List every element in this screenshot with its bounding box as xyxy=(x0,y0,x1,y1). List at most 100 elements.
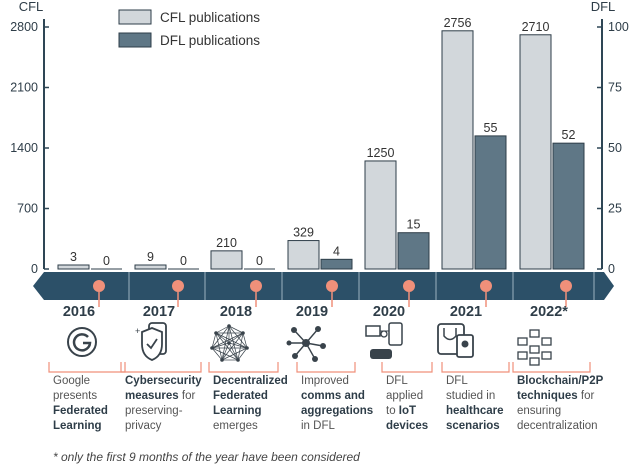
sphere-edge xyxy=(228,332,244,344)
dfl-bar-label-2019: 4 xyxy=(333,244,340,258)
event-caption-1: Cybersecurity measures for preserving-priv… xyxy=(125,374,202,434)
caption-text: DFL xyxy=(386,375,408,387)
caption-emphasis: healthcare xyxy=(446,405,504,417)
healthcare-devices-icon xyxy=(437,323,474,358)
graph-node xyxy=(292,353,298,359)
left-axis-tick-label: 1400 xyxy=(10,141,38,155)
legend-swatch-cfl xyxy=(118,9,152,25)
caption-line: applied xyxy=(386,389,428,404)
iot-devices-icon xyxy=(365,322,403,359)
caption-line: Learning xyxy=(53,419,108,434)
caption-line: techniques for xyxy=(517,389,603,404)
timeline-year-2020: 2020 xyxy=(373,304,405,320)
timeline-marker-2017 xyxy=(172,280,184,292)
timeline-band-left-tip xyxy=(33,272,44,300)
caption-text: emerges xyxy=(213,420,258,432)
cfl-bar-label-2016: 3 xyxy=(70,250,77,264)
cfl-bar-label-2017: 9 xyxy=(147,250,154,264)
sphere-edge xyxy=(215,332,230,344)
timeline-marker-2019 xyxy=(326,280,338,292)
left-axis-tick-label: 700 xyxy=(17,202,38,216)
timeline-marker-2021 xyxy=(480,280,492,292)
caption-text: to xyxy=(386,405,399,417)
caption-line: studied in xyxy=(446,389,504,404)
left-axis-tick-label: 2100 xyxy=(10,81,38,95)
caption-text: Improved xyxy=(301,375,349,387)
sphere-edge xyxy=(211,347,223,361)
timeline-band xyxy=(44,272,604,300)
chain-block xyxy=(517,337,528,346)
caption-line: Improved xyxy=(301,374,373,389)
sphere-edge xyxy=(215,332,223,361)
chain-block xyxy=(529,357,540,366)
sphere-edge xyxy=(221,332,244,361)
event-bracket xyxy=(381,362,433,373)
graph-node xyxy=(320,343,326,349)
timeline-year-2016: 2016 xyxy=(63,304,95,320)
event-bracket xyxy=(208,362,279,373)
timeline-year-2017: 2017 xyxy=(143,304,175,320)
dfl-bar-label-2016: 0 xyxy=(103,254,110,268)
sphere-edge xyxy=(211,347,239,361)
sphere-node xyxy=(214,331,218,335)
left-axis-tick-label: 2800 xyxy=(10,20,38,34)
caption-line: Federated xyxy=(53,404,108,419)
caption-text: DFL xyxy=(446,375,468,387)
left-axis-tick-label: 0 xyxy=(31,262,38,276)
graph-node xyxy=(302,339,310,347)
sphere-node xyxy=(241,331,245,335)
chain-block xyxy=(517,351,528,360)
caption-line: privacy xyxy=(125,419,202,434)
caption-line: devices xyxy=(386,419,428,434)
caption-line: Federated xyxy=(213,389,288,404)
event-caption-5: DFL studied in healthcare scenarios xyxy=(446,374,504,434)
caption-emphasis: IoT xyxy=(398,405,417,417)
sphere-edge xyxy=(211,332,244,349)
right-axis-tick-label: 50 xyxy=(608,141,622,155)
sphere-edge xyxy=(237,347,248,361)
cfl-bar-2021 xyxy=(441,30,474,270)
caption-emphasis: Blockchain/P2P xyxy=(517,375,604,387)
dfl-bar-label-2021: 55 xyxy=(484,121,498,135)
caption-emphasis: measures xyxy=(125,390,179,402)
caption-emphasis: Learning xyxy=(213,405,262,417)
graph-node xyxy=(286,340,292,346)
dfl-bar-label-2017: 0 xyxy=(180,254,187,268)
caption-text: Google xyxy=(53,375,91,387)
dfl-bar-label-2018: 0 xyxy=(256,254,263,268)
caption-line: comms and xyxy=(301,389,373,404)
sphere-node xyxy=(227,324,231,328)
caption-line: Decentralized xyxy=(213,374,288,389)
sphere-edge xyxy=(242,332,248,349)
sphere-node xyxy=(227,341,231,345)
caption-emphasis: Cybersecurity xyxy=(125,375,202,387)
caption-line: DFL xyxy=(386,374,428,389)
cfl-bar-2016 xyxy=(57,264,90,270)
plus-mark: + xyxy=(135,326,140,336)
caption-line: to IoT xyxy=(386,404,428,419)
event-caption-3: Improved comms and aggregations in DFL xyxy=(301,374,373,434)
chain-block xyxy=(541,337,552,346)
caption-line: emerges xyxy=(213,419,288,434)
caption-emphasis: scenarios xyxy=(446,420,500,432)
caption-emphasis: comms and xyxy=(301,390,365,402)
chain-block xyxy=(529,345,540,354)
chain-block xyxy=(541,351,552,360)
caption-text: studied in xyxy=(446,390,496,402)
caption-emphasis: aggregations xyxy=(301,405,374,417)
event-caption-2: Decentralized Federated Learning emerges xyxy=(213,374,288,434)
stethoscope xyxy=(443,328,457,341)
event-caption-4: DFL applied to IoT devices xyxy=(386,374,428,434)
sphere-node xyxy=(210,346,214,350)
caption-text: preserving- xyxy=(125,405,183,417)
caption-text: ensuring xyxy=(517,405,562,417)
event-caption-6: Blockchain/P2P techniques for ensuring dece… xyxy=(517,374,603,434)
legend-label-dfl: DFL publications xyxy=(160,33,260,48)
dfl-bar-2022* xyxy=(552,142,585,270)
sphere-edge xyxy=(211,342,230,349)
right-axis-tick-label: 75 xyxy=(608,81,622,95)
caption-text: privacy xyxy=(125,420,162,432)
sphere-edge xyxy=(228,342,239,361)
legend-label-cfl: CFL publications xyxy=(160,10,260,25)
